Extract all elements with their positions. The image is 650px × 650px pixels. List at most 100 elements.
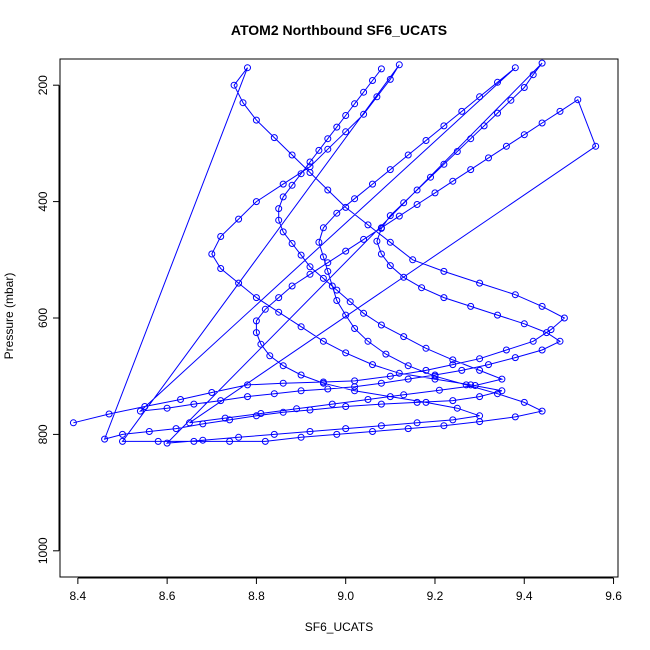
data-point bbox=[413, 419, 421, 427]
data-point bbox=[217, 397, 225, 405]
plot-frame bbox=[59, 58, 619, 578]
data-point bbox=[467, 166, 475, 174]
data-point bbox=[306, 428, 314, 435]
data-point bbox=[538, 119, 546, 127]
data-point bbox=[498, 375, 506, 383]
data-point bbox=[395, 212, 403, 220]
data-point bbox=[297, 433, 305, 441]
data-point bbox=[485, 361, 492, 369]
data-point bbox=[324, 186, 332, 194]
data-point bbox=[404, 375, 412, 383]
data-point bbox=[422, 137, 430, 144]
data-point bbox=[476, 93, 484, 101]
data-point bbox=[386, 166, 394, 174]
y-tick-label: 600 bbox=[36, 308, 50, 328]
data-point bbox=[190, 400, 198, 408]
data-point bbox=[239, 99, 247, 107]
data-point bbox=[324, 385, 332, 393]
data-point bbox=[377, 224, 385, 232]
data-point bbox=[485, 154, 492, 162]
data-point bbox=[190, 437, 198, 445]
data-point bbox=[360, 235, 368, 243]
data-point bbox=[324, 145, 332, 153]
data-point bbox=[261, 305, 269, 313]
data-point bbox=[172, 425, 180, 433]
data-point bbox=[306, 270, 314, 278]
data-point bbox=[288, 181, 296, 189]
data-point bbox=[252, 317, 260, 325]
data-point bbox=[413, 186, 421, 194]
data-point bbox=[297, 251, 305, 259]
data-point bbox=[69, 419, 77, 427]
y-axis-label: Pressure (mbar) bbox=[2, 273, 16, 360]
data-point bbox=[449, 416, 457, 424]
data-point bbox=[319, 224, 327, 232]
data-point bbox=[369, 77, 376, 84]
data-point bbox=[279, 379, 287, 387]
data-point bbox=[270, 134, 278, 142]
data-point bbox=[440, 122, 448, 130]
data-point bbox=[333, 297, 341, 304]
data-point bbox=[369, 361, 376, 369]
data-point bbox=[306, 406, 314, 414]
data-point bbox=[315, 238, 323, 246]
data-point bbox=[119, 437, 126, 445]
data-point bbox=[351, 387, 359, 395]
x-tick-label: 8.8 bbox=[248, 589, 265, 603]
data-point bbox=[511, 291, 519, 299]
data-point bbox=[404, 425, 412, 433]
data-point bbox=[297, 387, 305, 395]
data-point bbox=[154, 437, 162, 445]
data-point bbox=[145, 428, 153, 435]
data-point bbox=[279, 180, 287, 188]
data-point bbox=[230, 81, 238, 89]
data-point bbox=[440, 422, 448, 430]
data-point bbox=[431, 375, 439, 383]
data-point bbox=[252, 294, 260, 302]
y-tick-label: 1000 bbox=[36, 537, 50, 564]
data-point bbox=[360, 309, 368, 317]
data-point bbox=[422, 398, 430, 406]
data-point bbox=[476, 412, 484, 420]
data-point bbox=[476, 355, 484, 363]
data-point bbox=[386, 75, 394, 83]
data-point bbox=[373, 237, 381, 245]
data-point bbox=[235, 433, 243, 441]
data-point bbox=[288, 240, 296, 247]
data-point bbox=[520, 320, 528, 328]
data-point bbox=[221, 414, 229, 422]
data-point bbox=[288, 282, 296, 290]
data-point bbox=[364, 221, 372, 229]
x-tick-label: 9.2 bbox=[427, 589, 444, 603]
data-point bbox=[386, 238, 394, 246]
data-point bbox=[431, 371, 439, 379]
data-point bbox=[351, 383, 359, 391]
data-point bbox=[449, 356, 457, 364]
data-point bbox=[427, 173, 434, 181]
data-point bbox=[186, 419, 193, 427]
data-point bbox=[217, 265, 225, 272]
data-point bbox=[409, 256, 417, 264]
data-point bbox=[440, 294, 448, 302]
data-point bbox=[226, 437, 234, 445]
data-point bbox=[382, 350, 390, 358]
data-point bbox=[328, 282, 336, 290]
x-tick-label: 9.0 bbox=[337, 589, 354, 603]
data-point bbox=[476, 366, 484, 374]
data-point bbox=[538, 346, 546, 354]
data-point bbox=[377, 400, 385, 408]
data-point bbox=[105, 410, 113, 418]
data-point bbox=[328, 400, 336, 408]
x-tick-label: 9.6 bbox=[605, 589, 622, 603]
data-point bbox=[351, 100, 359, 108]
data-point bbox=[235, 279, 243, 287]
data-point bbox=[297, 323, 305, 331]
data-point bbox=[235, 215, 243, 223]
data-point bbox=[386, 262, 394, 270]
data-point bbox=[440, 160, 448, 168]
data-point bbox=[177, 396, 184, 403]
data-point bbox=[556, 107, 564, 115]
data-point bbox=[422, 366, 430, 374]
data-point bbox=[520, 84, 528, 91]
